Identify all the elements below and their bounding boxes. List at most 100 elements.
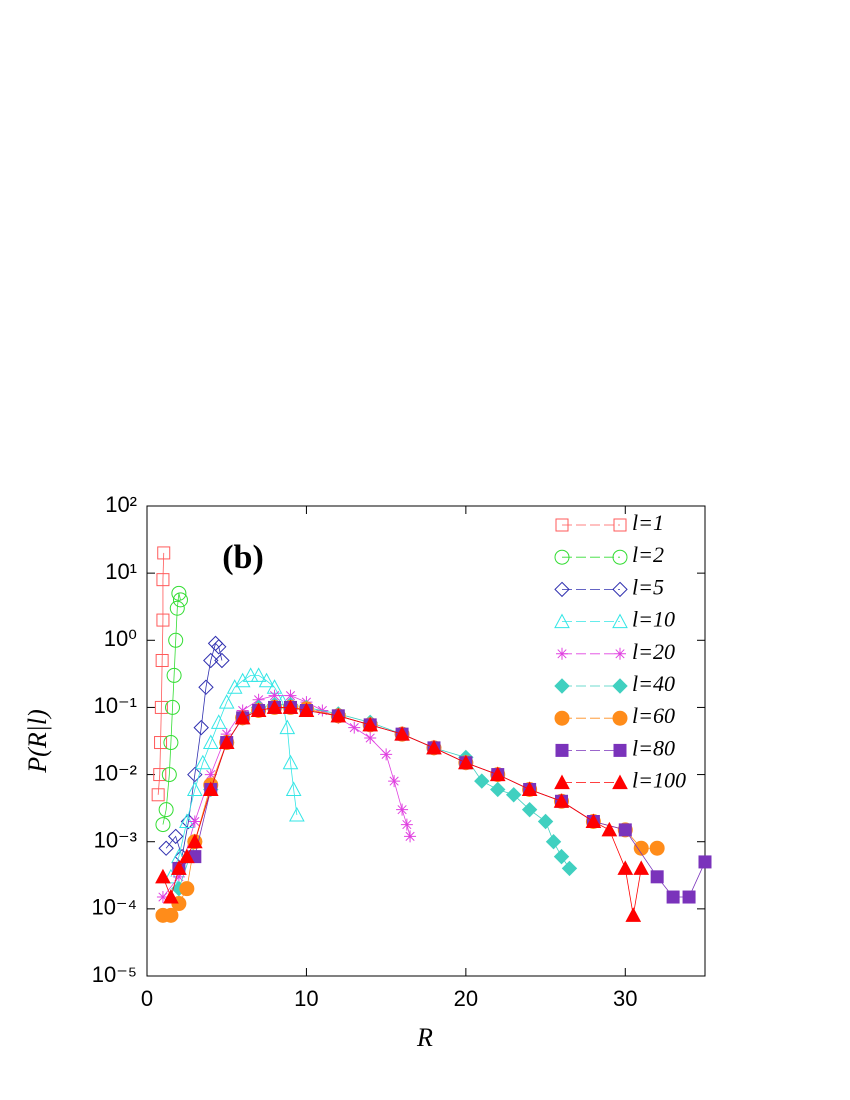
marker [556,647,568,660]
marker [521,781,538,796]
marker [210,714,227,729]
marker [554,678,570,694]
marker [156,891,169,904]
marker [555,743,569,757]
marker [211,639,227,655]
marker [633,840,649,856]
marker [282,699,299,714]
marker [258,672,275,688]
marker [612,710,628,726]
marker [285,781,302,796]
marker [521,801,538,818]
marker [554,581,570,598]
marker [612,581,628,598]
marker [268,689,281,702]
legend-label: l=10 [632,607,675,632]
marker [163,888,179,904]
marker [601,821,618,837]
legend-label: l=5 [632,574,664,599]
y-tick-label: 10⁻⁵ [92,962,137,987]
marker [163,907,179,923]
marker [625,907,642,922]
marker [362,716,379,732]
annotation: (b) [222,539,264,576]
marker [394,726,410,741]
marker [649,840,665,856]
marker [490,781,506,798]
marker [282,754,299,770]
marker [364,732,377,745]
marker [169,600,185,616]
marker [198,679,214,695]
marker [202,781,219,796]
marker [186,781,203,796]
plot-frame [146,505,706,977]
marker [555,518,569,532]
marker [553,793,570,808]
marker [380,748,393,761]
x-tick-label: 30 [613,986,637,1011]
marker [666,890,680,904]
marker [650,870,664,884]
marker [171,585,187,601]
legend-label: l=40 [632,671,675,696]
marker [158,840,174,856]
marker [298,702,315,718]
marker [155,653,169,667]
marker [204,768,217,781]
marker [612,549,628,565]
marker [348,721,361,734]
marker [220,728,233,741]
marker [172,592,188,608]
marker [179,848,195,864]
marker [617,860,634,875]
x-tick-label: 20 [454,986,478,1011]
marker [163,735,179,751]
legend-label: l=60 [632,703,675,728]
marker [474,773,490,789]
marker [234,709,251,725]
marker [545,834,562,850]
marker [168,632,184,648]
marker [214,652,230,669]
marker [203,652,219,669]
marker [202,734,219,750]
marker [554,613,570,629]
y-tick-label: 10⁻³ [94,828,137,853]
marker [158,802,174,818]
marker [404,830,417,843]
marker [179,881,195,897]
y-tick-label: 10¹ [105,559,137,584]
marker [458,754,474,770]
legend-label: l=1 [632,510,664,535]
marker [161,767,177,783]
marker [400,818,413,831]
marker [618,823,632,837]
marker [633,860,650,875]
y-axis-label: P(R|l) [23,709,52,773]
x-tick-label: 10 [294,986,318,1011]
series-line [157,552,165,795]
marker [396,803,409,816]
marker [186,833,203,849]
marker [612,678,628,694]
marker [612,774,628,790]
marker [585,813,602,829]
y-tick-label: 10⁻⁴ [91,895,137,920]
marker [698,855,712,869]
marker [554,774,570,790]
x-axis-label: R [416,1023,433,1052]
legend-label: l=80 [632,735,675,760]
legend-label: l=2 [632,542,664,567]
marker [289,806,305,822]
marker [156,613,170,627]
marker [279,719,296,735]
marker [151,788,165,802]
series-line [162,707,658,916]
marker [154,700,168,714]
marker [166,667,182,683]
marker [218,694,235,709]
marker [165,699,181,715]
marker [194,754,211,770]
